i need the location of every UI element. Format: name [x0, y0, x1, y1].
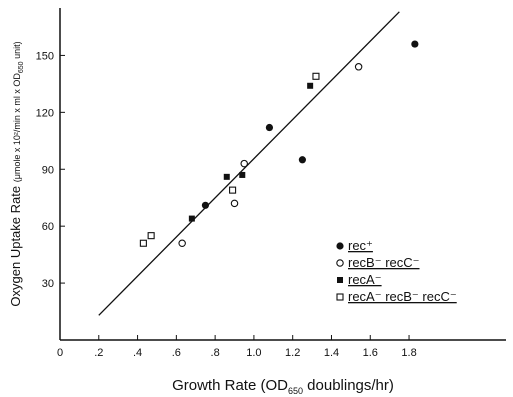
data-point [411, 40, 419, 48]
x-tick-label: 1.8 [401, 347, 416, 359]
x-tick-label: 1.0 [246, 347, 261, 359]
y-tick-label: 30 [42, 278, 54, 290]
plot-frame [59, 8, 506, 341]
data-point [307, 82, 314, 89]
legend-marker [336, 242, 344, 250]
y-tick-label: 150 [36, 50, 54, 62]
x-axis-title: Growth Rate (OD650 doublings/hr) [172, 377, 394, 396]
data-point [229, 186, 237, 194]
y-axis-ticks: 30 60 90 120 150 [36, 50, 65, 290]
data-point [178, 239, 186, 247]
x-tick-label: .8 [211, 347, 220, 359]
x-tick-label: 1.2 [285, 347, 300, 359]
y-tick-label: 120 [36, 107, 54, 119]
x-tick-label: 1.4 [324, 347, 339, 359]
x-tick-label: 1.6 [363, 347, 378, 359]
regression-line-group [98, 11, 400, 316]
x-axis-ticks: 0 .2 .4 .6 .8 1.0 1.2 1.4 1.6 1.8 [57, 335, 417, 359]
data-point [265, 123, 274, 132]
legend-marker [337, 277, 343, 283]
data-point [223, 173, 230, 180]
y-tick-label: 90 [42, 164, 54, 176]
x-tick-label: 0 [57, 347, 63, 359]
data-point [201, 201, 210, 209]
data-point [147, 232, 155, 240]
legend-label: rec⁺ [348, 238, 373, 253]
regression-line [98, 11, 400, 316]
data-point [312, 72, 320, 80]
legend-label: recA⁻ [348, 272, 382, 287]
data-point [139, 239, 147, 247]
data-point [298, 156, 306, 164]
x-tick-label: .4 [133, 347, 142, 359]
data-point [354, 63, 363, 71]
y-tick-label: 60 [42, 221, 54, 233]
x-tick-label: .2 [94, 347, 103, 359]
legend-marker [336, 293, 344, 301]
legend-label: recB⁻ recC⁻ [348, 255, 420, 270]
y-axis-title: Oxygen Uptake Rate (μmole x 10²/min x ml… [8, 41, 25, 306]
data-point [230, 199, 239, 208]
legend-marker [336, 259, 344, 267]
data-point [188, 215, 195, 222]
legend: rec⁺ recB⁻ recC⁻ recA⁻ recA⁻ recB⁻ recC⁻ [336, 238, 457, 304]
data-point [240, 159, 248, 168]
legend-label: recA⁻ recB⁻ recC⁻ [348, 289, 457, 304]
data-points [139, 40, 419, 247]
data-point [239, 171, 246, 178]
x-tick-label: .6 [172, 347, 181, 359]
